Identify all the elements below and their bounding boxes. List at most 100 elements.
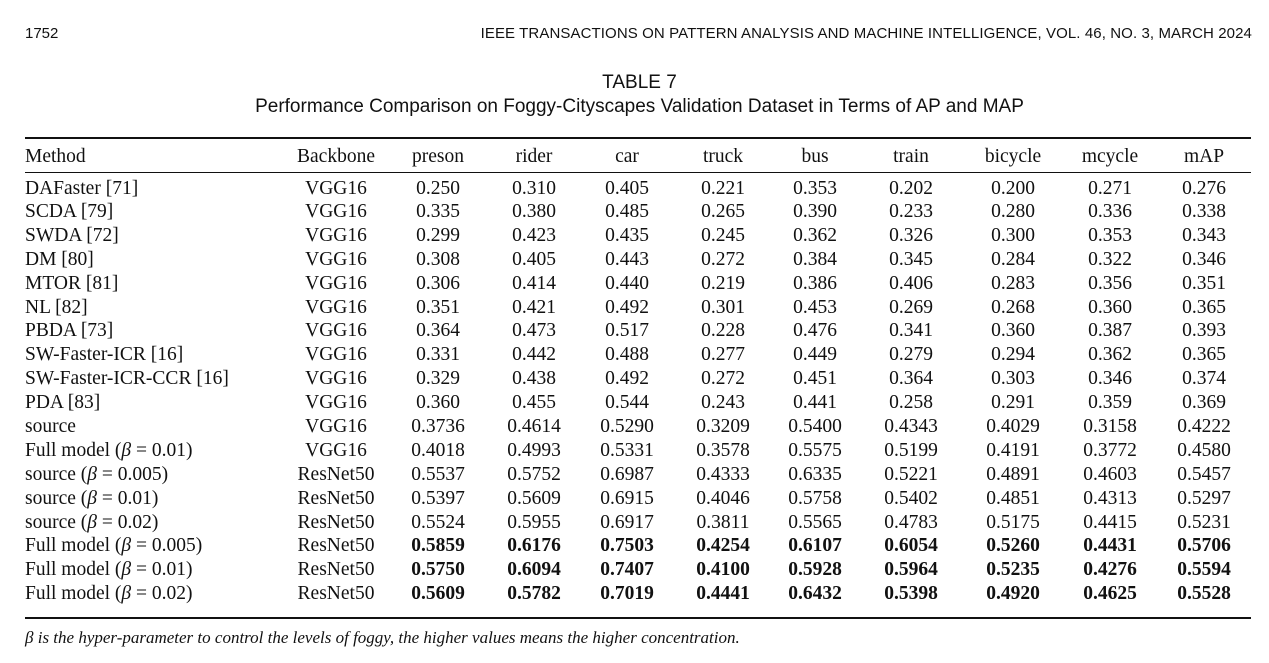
value-cell-train: 0.5199 bbox=[884, 439, 938, 461]
method-cell: NL [82] bbox=[25, 296, 88, 318]
value-cell-bus: 0.362 bbox=[793, 224, 837, 246]
value-cell-map: 0.5457 bbox=[1177, 463, 1231, 485]
value-cell-train: 0.4343 bbox=[884, 415, 938, 437]
table-row: SCDA [79] VGG16 0.335 0.380 0.485 0.265 0.390 0… bbox=[25, 200, 1251, 224]
backbone-cell: ResNet50 bbox=[297, 511, 375, 533]
value-cell-car: 0.6915 bbox=[600, 487, 654, 509]
value-cell-bicycle: 0.5175 bbox=[986, 511, 1040, 533]
value-cell-bicycle: 0.284 bbox=[991, 248, 1035, 270]
value-cell-map: 0.5594 bbox=[1177, 559, 1231, 581]
value-cell-bus: 0.453 bbox=[793, 296, 837, 318]
value-cell-bicycle: 0.200 bbox=[991, 178, 1035, 199]
value-cell-rider: 0.310 bbox=[512, 178, 556, 199]
value-cell-rider: 0.6176 bbox=[507, 535, 561, 557]
value-cell-train: 0.5398 bbox=[884, 583, 938, 605]
value-cell-train: 0.233 bbox=[889, 200, 933, 222]
value-cell-car: 0.492 bbox=[605, 368, 649, 390]
value-cell-rider: 0.5609 bbox=[507, 487, 561, 509]
value-cell-mcycle: 0.387 bbox=[1088, 320, 1132, 342]
table-header-rule bbox=[25, 172, 1251, 173]
value-cell-bus: 0.5400 bbox=[788, 415, 842, 437]
backbone-cell: VGG16 bbox=[305, 415, 367, 437]
value-cell-mcycle: 0.4625 bbox=[1083, 583, 1137, 605]
value-cell-bicycle: 0.294 bbox=[991, 344, 1035, 366]
value-cell-preson: 0.308 bbox=[416, 248, 460, 270]
value-cell-mcycle: 0.362 bbox=[1088, 344, 1132, 366]
value-cell-train: 0.4783 bbox=[884, 511, 938, 533]
value-cell-bus: 0.449 bbox=[793, 344, 837, 366]
value-cell-rider: 0.442 bbox=[512, 344, 556, 366]
table-row: SW-Faster-ICR [16] VGG16 0.331 0.442 0.488 0.… bbox=[25, 343, 1251, 367]
value-cell-bicycle: 0.283 bbox=[991, 272, 1035, 294]
table-footnote: β is the hyper-parameter to control the … bbox=[25, 628, 740, 647]
value-cell-train: 0.5964 bbox=[884, 559, 938, 581]
value-cell-map: 0.5231 bbox=[1177, 511, 1231, 533]
backbone-cell: ResNet50 bbox=[297, 487, 375, 509]
method-cell: source (β = 0.02) bbox=[25, 511, 159, 533]
value-cell-rider: 0.414 bbox=[512, 272, 556, 294]
value-cell-truck: 0.228 bbox=[701, 320, 745, 342]
method-cell: SW-Faster-ICR-CCR [16] bbox=[25, 368, 229, 390]
value-cell-bicycle: 0.4891 bbox=[986, 463, 1040, 485]
backbone-cell: VGG16 bbox=[305, 344, 367, 366]
method-cell: Full model (β = 0.02) bbox=[25, 583, 193, 605]
value-cell-bicycle: 0.4851 bbox=[986, 487, 1040, 509]
table-header-row: Method Backbone preson rider car truck bus trai… bbox=[25, 141, 1251, 172]
value-cell-car: 0.435 bbox=[605, 224, 649, 246]
value-cell-rider: 0.405 bbox=[512, 248, 556, 270]
value-cell-mcycle: 0.346 bbox=[1088, 368, 1132, 390]
column-header-bicycle: bicycle bbox=[984, 145, 1042, 167]
value-cell-car: 0.440 bbox=[605, 272, 649, 294]
value-cell-car: 0.7503 bbox=[600, 535, 654, 557]
value-cell-bicycle: 0.280 bbox=[991, 200, 1035, 222]
column-header-map: mAP bbox=[1183, 145, 1225, 167]
method-cell: source (β = 0.005) bbox=[25, 463, 169, 485]
value-cell-bus: 0.441 bbox=[793, 392, 837, 414]
value-cell-bus: 0.353 bbox=[793, 178, 837, 199]
value-cell-mcycle: 0.4415 bbox=[1083, 511, 1137, 533]
value-cell-preson: 0.331 bbox=[416, 344, 460, 366]
column-header-mcycle: mcycle bbox=[1081, 145, 1139, 167]
backbone-cell: VGG16 bbox=[305, 224, 367, 246]
value-cell-car: 0.6987 bbox=[600, 463, 654, 485]
value-cell-map: 0.351 bbox=[1182, 272, 1226, 294]
table-row: source (β = 0.01) ResNet50 0.5397 0.5609 0.6… bbox=[25, 487, 1251, 511]
value-cell-car: 0.6917 bbox=[600, 511, 654, 533]
value-cell-rider: 0.5955 bbox=[507, 511, 561, 533]
value-cell-car: 0.485 bbox=[605, 200, 649, 222]
value-cell-map: 0.4580 bbox=[1177, 439, 1231, 461]
value-cell-bicycle: 0.303 bbox=[991, 368, 1035, 390]
table-row: SWDA [72] VGG16 0.299 0.423 0.435 0.245 0.362 0… bbox=[25, 224, 1251, 248]
method-cell: PBDA [73] bbox=[25, 320, 114, 342]
value-cell-rider: 0.5752 bbox=[507, 463, 561, 485]
column-header-preson: preson bbox=[412, 145, 464, 167]
value-cell-mcycle: 0.3772 bbox=[1083, 439, 1137, 461]
table-row: DM [80] VGG16 0.308 0.405 0.443 0.272 0.384 0.3… bbox=[25, 248, 1251, 272]
results-table: Method Backbone preson rider car truck bus trai… bbox=[25, 141, 1251, 606]
table-row: PBDA [73] VGG16 0.364 0.473 0.517 0.228 0.476 0… bbox=[25, 319, 1251, 343]
value-cell-train: 0.345 bbox=[889, 248, 933, 270]
value-cell-rider: 0.438 bbox=[512, 368, 556, 390]
method-cell: PDA [83] bbox=[25, 392, 101, 414]
value-cell-rider: 0.380 bbox=[512, 200, 556, 222]
value-cell-truck: 0.4100 bbox=[696, 559, 750, 581]
value-cell-preson: 0.5750 bbox=[411, 559, 465, 581]
value-cell-car: 0.443 bbox=[605, 248, 649, 270]
value-cell-map: 0.4222 bbox=[1177, 415, 1231, 437]
value-cell-preson: 0.4018 bbox=[411, 439, 465, 461]
table-row: source VGG16 0.3736 0.4614 0.5290 0.3209 0.540… bbox=[25, 415, 1251, 439]
value-cell-rider: 0.421 bbox=[512, 296, 556, 318]
backbone-cell: ResNet50 bbox=[297, 463, 375, 485]
value-cell-bicycle: 0.4191 bbox=[986, 439, 1040, 461]
table-row: source (β = 0.005) ResNet50 0.5537 0.5752 0.… bbox=[25, 463, 1251, 487]
table-top-rule bbox=[25, 137, 1251, 139]
value-cell-mcycle: 0.4431 bbox=[1083, 535, 1137, 557]
value-cell-preson: 0.335 bbox=[416, 200, 460, 222]
value-cell-truck: 0.272 bbox=[701, 368, 745, 390]
table-row: DAFaster [71] VGG16 0.250 0.310 0.405 0.221 0.… bbox=[25, 172, 1251, 200]
value-cell-truck: 0.3209 bbox=[696, 415, 750, 437]
value-cell-map: 0.5297 bbox=[1177, 487, 1231, 509]
table-row: SW-Faster-ICR-CCR [16] VGG16 0.329 0.438 0.4… bbox=[25, 367, 1251, 391]
value-cell-bus: 0.390 bbox=[793, 200, 837, 222]
value-cell-rider: 0.6094 bbox=[507, 559, 561, 581]
